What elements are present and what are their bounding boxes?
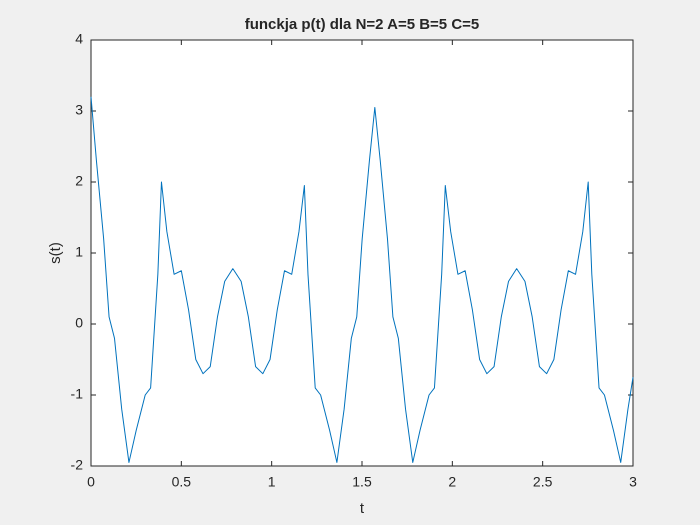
x-tick-label: 2 — [448, 474, 456, 490]
y-tick-label: 0 — [75, 315, 83, 331]
y-tick-label: -2 — [71, 457, 84, 473]
x-tick-label: 0.5 — [172, 474, 192, 490]
x-tick-label: 1 — [268, 474, 276, 490]
chart-title: funckja p(t) dla N=2 A=5 B=5 C=5 — [245, 16, 480, 33]
y-tick-label: 1 — [75, 244, 83, 260]
axes-box — [90, 39, 634, 467]
y-tick-label: 2 — [75, 173, 83, 189]
y-tick-label: -1 — [71, 386, 84, 402]
x-tick-label: 0 — [87, 474, 95, 490]
x-tick-label: 1.5 — [352, 474, 372, 490]
data-line — [90, 96, 634, 463]
x-tick-label: 3 — [629, 474, 637, 490]
x-tick-label: 2.5 — [533, 474, 553, 490]
y-axis-label: s(t) — [47, 242, 64, 264]
x-axis-label: t — [360, 500, 365, 517]
y-tick-label: 3 — [75, 102, 83, 118]
y-tick-label: 4 — [75, 31, 83, 47]
